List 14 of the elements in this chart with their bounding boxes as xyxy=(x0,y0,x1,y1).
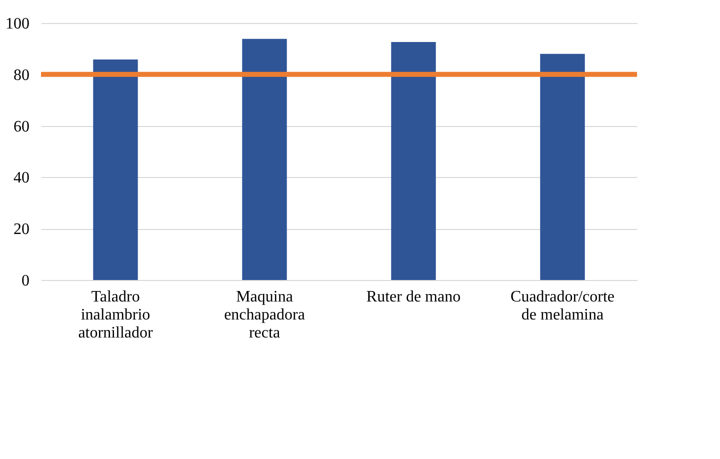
y-tick-label: 20 xyxy=(14,221,30,238)
bar xyxy=(242,38,287,280)
y-tick-label: 40 xyxy=(14,170,30,187)
bar xyxy=(391,42,436,280)
y-tick-label: 100 xyxy=(6,16,30,32)
y-tick-label: 60 xyxy=(14,118,30,136)
bar xyxy=(540,54,585,280)
bar xyxy=(93,59,138,280)
x-tick-label: Cuadrador/corte de melamina xyxy=(510,288,614,324)
y-tick-label: 80 xyxy=(14,66,30,84)
x-tick-label: Ruter de mano xyxy=(366,288,461,306)
y-tick-label: 0 xyxy=(22,272,30,290)
x-tick-label: Maquina enchapadora recta xyxy=(224,288,305,342)
x-tick-label: Taladro inalambrio atornillador xyxy=(78,288,154,342)
